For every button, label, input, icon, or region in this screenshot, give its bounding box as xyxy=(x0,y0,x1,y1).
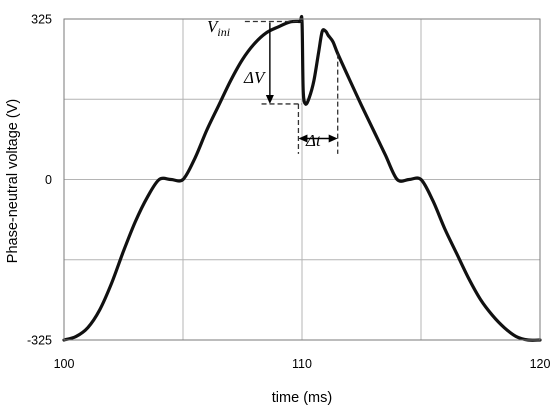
delta-v-annotation: ΔV xyxy=(243,68,267,87)
x-tick-labels: 100 110 120 xyxy=(54,357,550,371)
y-tick-label: 0 xyxy=(45,173,52,187)
voltage-series-line xyxy=(62,14,542,342)
delta-v-arrowhead xyxy=(265,94,274,104)
delta-t-arrowhead-right xyxy=(328,134,338,143)
delta-t-arrowhead-left xyxy=(298,134,308,143)
y-tick-labels: 325 0 -325 xyxy=(27,13,52,348)
vini-annotation: Vini xyxy=(207,17,230,39)
y-tick-label: -325 xyxy=(27,334,52,348)
x-tick-label: 120 xyxy=(530,357,550,371)
x-tick-label: 100 xyxy=(54,357,75,371)
delta-t-annotation: Δt xyxy=(305,131,322,150)
plot-frame xyxy=(63,18,541,341)
y-axis-label: Phase-neutral voltage (V) xyxy=(5,99,21,263)
x-axis-label: time (ms) xyxy=(272,390,332,406)
y-tick-label: 325 xyxy=(31,13,52,27)
x-tick-label: 110 xyxy=(292,357,312,371)
